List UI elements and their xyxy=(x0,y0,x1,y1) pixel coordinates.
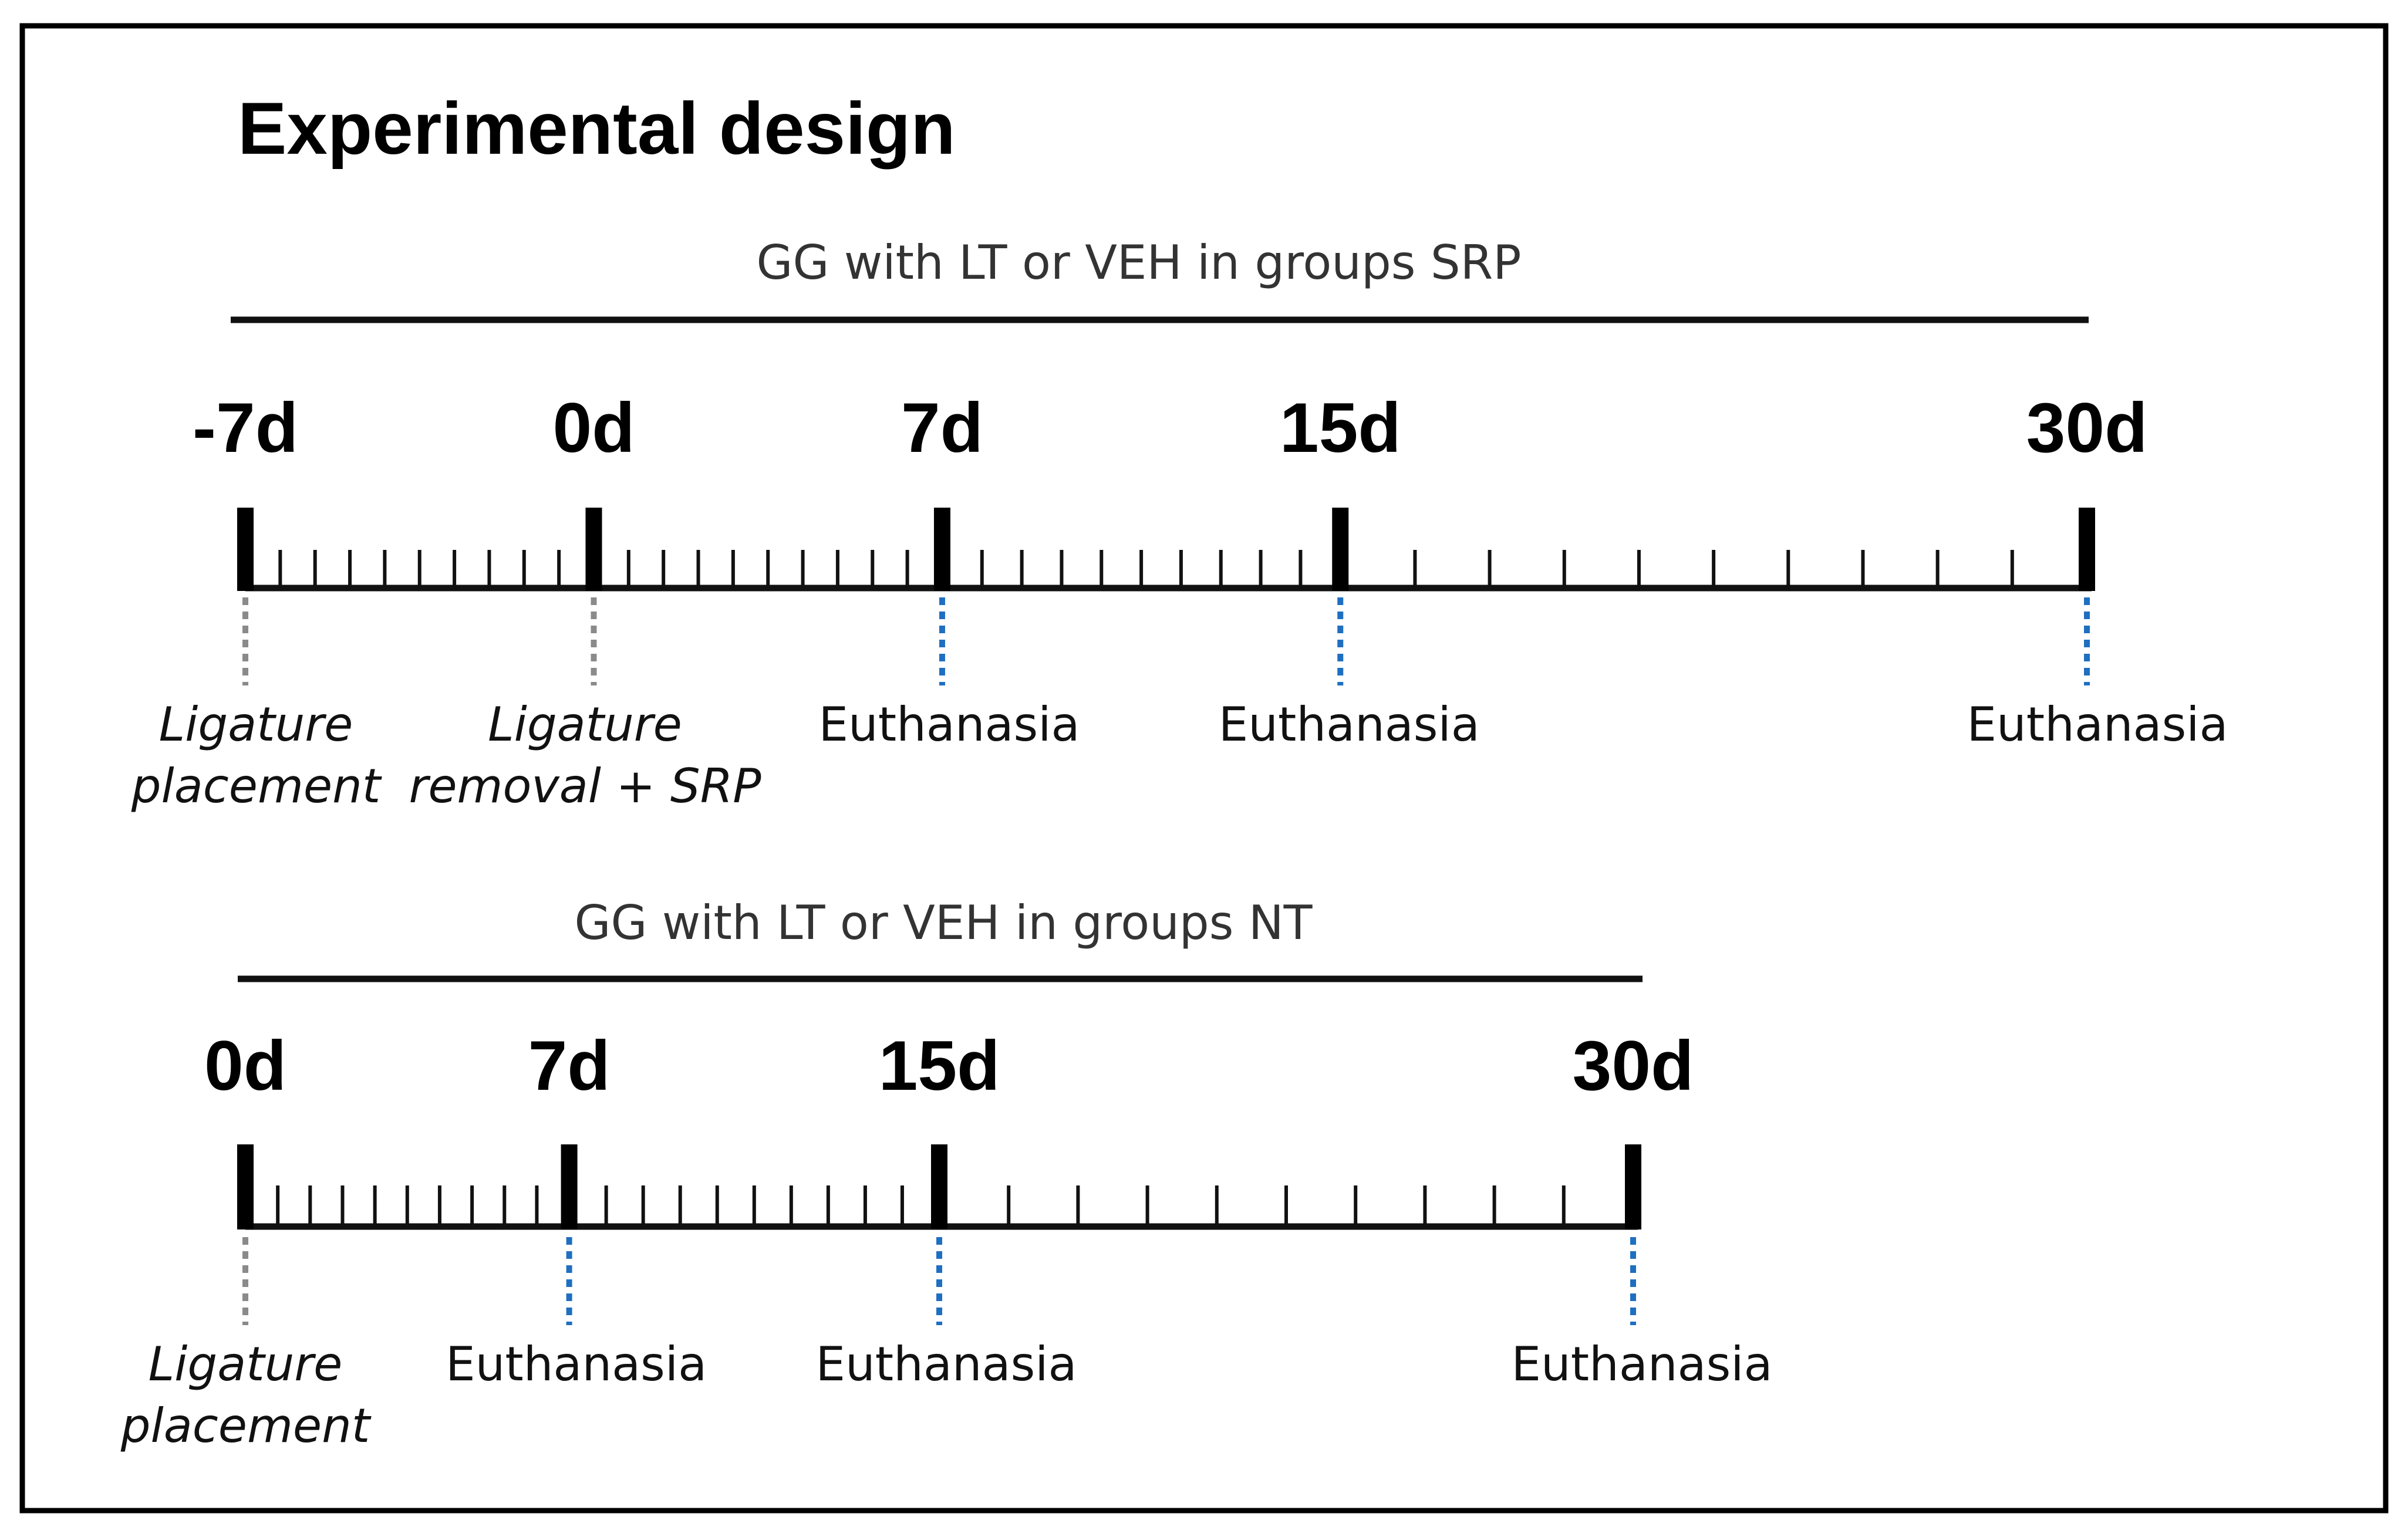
day-label: 7d xyxy=(528,1026,611,1105)
major-tick xyxy=(237,508,254,591)
major-tick xyxy=(933,508,950,591)
timelines: GG with LT or VEH in groups SRP -7d Ligatu… xyxy=(120,235,2228,1453)
event-label: placement xyxy=(131,759,382,813)
event-label: Ligature xyxy=(159,697,353,752)
day-label: 0d xyxy=(552,389,635,467)
group-label: GG with LT or VEH in groups NT xyxy=(574,896,1313,950)
event-label: Euthanasia xyxy=(1967,697,2228,752)
diagram-title: Experimental design xyxy=(238,88,956,170)
outer-frame xyxy=(19,23,2389,1514)
timeline-srp: GG with LT or VEH in groups SRP -7d Ligatu… xyxy=(131,235,2228,813)
event-label: Euthanasia xyxy=(446,1337,707,1391)
timeline-nt: GG with LT or VEH in groups NT 0d Ligature… xyxy=(120,896,1773,1453)
day-label: -7d xyxy=(193,389,298,467)
event-label: placement xyxy=(120,1398,372,1453)
group-label: GG with LT or VEH in groups SRP xyxy=(757,235,1522,290)
day-label: 15d xyxy=(1280,389,1401,467)
major-tick xyxy=(1332,508,1349,591)
event-label: Euthanasia xyxy=(1512,1337,1773,1391)
event-label: Ligature xyxy=(149,1337,343,1391)
day-label: 15d xyxy=(879,1026,1000,1105)
event-label: Euthanasia xyxy=(1219,697,1480,752)
event-label: removal + SRP xyxy=(409,759,761,813)
day-label: 7d xyxy=(901,389,983,467)
day-label: 30d xyxy=(2026,389,2148,467)
event-label: Euthanasia xyxy=(816,1337,1077,1391)
day-label: 0d xyxy=(204,1026,286,1105)
day-label: 30d xyxy=(1573,1026,1694,1105)
event-label: Euthanasia xyxy=(818,697,1080,752)
event-label: Ligature xyxy=(488,697,682,752)
major-tick xyxy=(237,1144,254,1229)
major-tick xyxy=(2079,508,2095,591)
major-tick xyxy=(1625,1144,1641,1229)
major-tick xyxy=(585,508,602,591)
major-tick xyxy=(561,1144,578,1229)
major-tick xyxy=(931,1144,947,1229)
